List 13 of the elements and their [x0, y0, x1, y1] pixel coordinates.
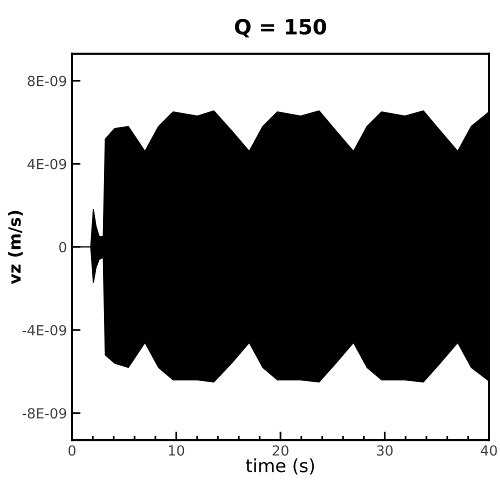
- x-tick-label: 0: [68, 445, 76, 456]
- y-tick-label: -8E-09: [22, 408, 66, 419]
- chart-title: Q = 150: [234, 18, 326, 38]
- x-tick-label: 40: [480, 445, 497, 456]
- x-axis-title: time (s): [246, 458, 314, 475]
- y-tick-label: 8E-09: [28, 76, 66, 86]
- x-tick-label: 20: [272, 445, 288, 456]
- y-tick-label: 0: [59, 242, 66, 252]
- x-tick-label: 10: [168, 445, 184, 456]
- y-axis-title: vz (m/s): [8, 210, 23, 284]
- y-tick-label: 4E-09: [28, 158, 66, 170]
- y-tick-label: -4E-09: [22, 324, 66, 336]
- x-tick-label: 30: [376, 445, 393, 456]
